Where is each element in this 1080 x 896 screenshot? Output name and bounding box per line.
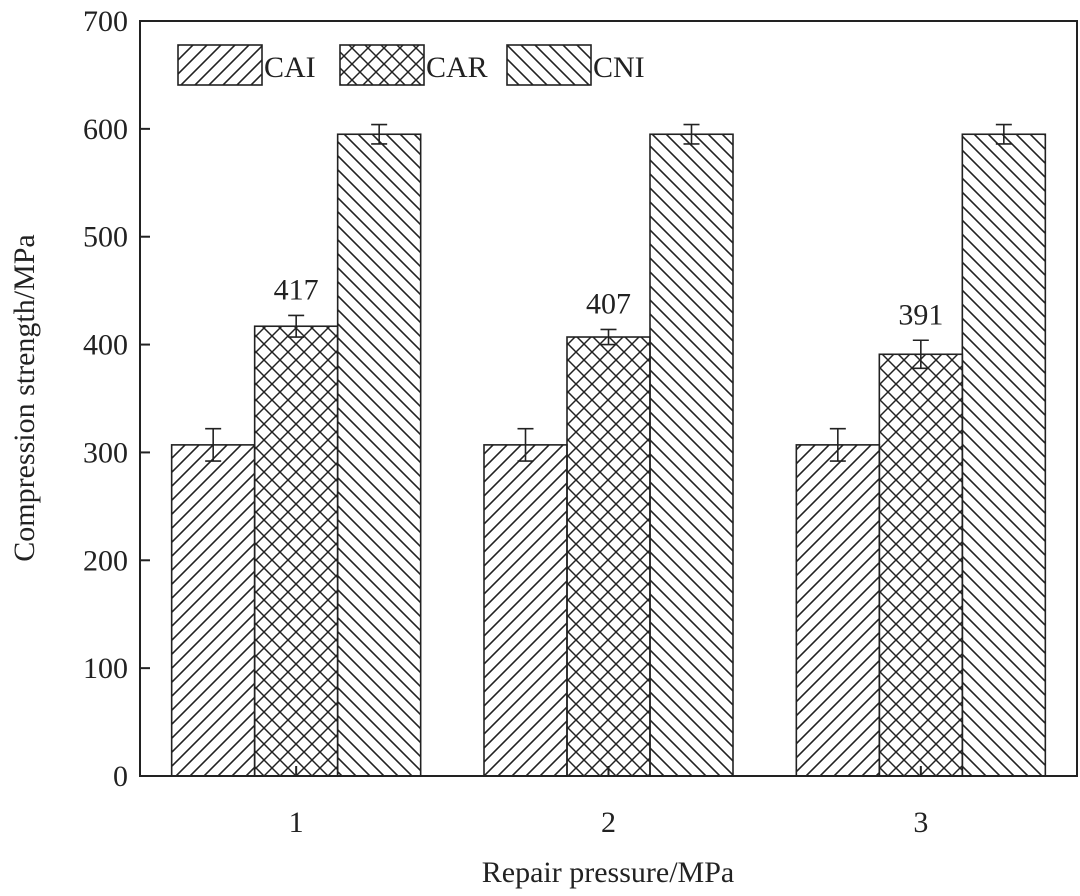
bar-car-2 <box>566 336 651 777</box>
legend-swatch-car <box>339 44 425 86</box>
error-bar-cai-2 <box>517 427 534 462</box>
data-label-car-1: 417 <box>274 273 319 306</box>
error-bars-layer <box>205 123 1012 462</box>
bar-cni-3 <box>961 133 1047 777</box>
legend-label-cni: CNI <box>593 51 645 84</box>
data-label-car-3: 391 <box>898 298 943 331</box>
bar-cai-1 <box>170 444 256 777</box>
legend-item-cni: CNI <box>506 44 645 86</box>
y-axis-title: Compression strength/MPa <box>8 234 41 562</box>
x-tick-label: 3 <box>913 806 928 839</box>
y-tick-label: 300 <box>83 436 128 469</box>
bars-layer <box>170 133 1047 777</box>
legend-swatch-cni <box>506 44 592 86</box>
legend-item-cai: CAI <box>177 44 316 86</box>
y-tick-label: 200 <box>83 544 128 577</box>
bar-cai-3 <box>795 444 881 777</box>
error-bar-cni-3 <box>995 123 1012 145</box>
x-axis: 1 2 3 <box>289 766 928 839</box>
y-tick-label: 100 <box>83 652 128 685</box>
bar-cai-2 <box>483 444 568 777</box>
y-tick-label: 600 <box>83 113 128 146</box>
error-bar-car-2 <box>600 328 617 346</box>
y-tick-label: 500 <box>83 221 128 254</box>
bar-car-1 <box>253 325 339 777</box>
error-bar-car-3 <box>912 339 929 370</box>
error-bar-cni-1 <box>371 123 388 145</box>
legend-swatch-cai <box>177 44 263 86</box>
bar-cni-2 <box>649 133 734 777</box>
x-tick-label: 1 <box>289 806 304 839</box>
y-tick-label: 400 <box>83 329 128 362</box>
legend-label-car: CAR <box>426 51 488 84</box>
y-axis: 0 100 200 300 400 500 600 700 <box>83 5 150 793</box>
y-tick-label: 0 <box>113 760 128 793</box>
error-bar-cai-1 <box>205 427 222 462</box>
bar-cni-1 <box>336 133 422 777</box>
error-bar-cai-3 <box>829 427 846 462</box>
y-tick-label: 700 <box>83 5 128 38</box>
data-labels-layer: 417 407 391 <box>274 273 944 331</box>
legend-label-cai: CAI <box>264 51 316 84</box>
data-label-car-2: 407 <box>586 287 631 320</box>
x-axis-title: Repair pressure/MPa <box>482 856 734 889</box>
legend: CAI CAR CNI <box>177 44 645 86</box>
error-bar-car-1 <box>288 314 305 338</box>
legend-item-car: CAR <box>339 44 488 86</box>
bar-car-3 <box>878 353 964 777</box>
x-tick-label: 2 <box>601 806 616 839</box>
error-bar-cni-2 <box>683 123 700 145</box>
